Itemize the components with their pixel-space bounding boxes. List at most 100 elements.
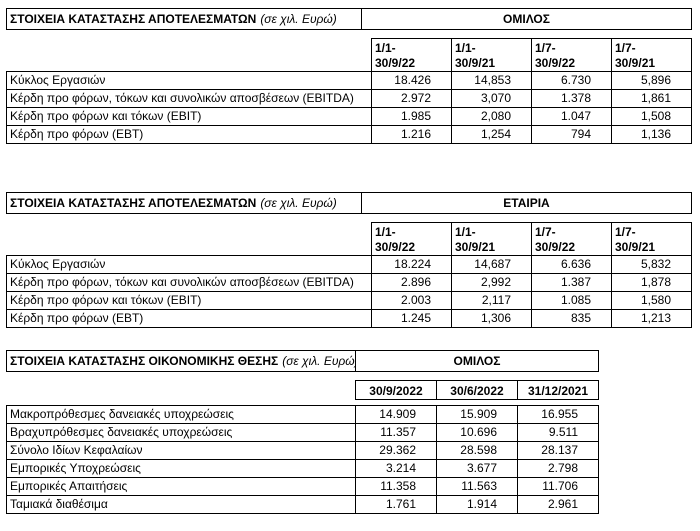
column-header: 30/6/2022: [436, 380, 518, 400]
cell-value: 6.636: [531, 255, 612, 274]
column-header: 1/7- 30/9/21: [611, 222, 692, 256]
row-label: Σύνολο Ιδίων Κεφαλαίων: [6, 441, 356, 460]
cell-value: 1,580: [611, 291, 692, 310]
table-row: Κέρδη προ φόρων και τόκων (EBIT) 2.003 2…: [6, 291, 700, 310]
row-label: Ταμιακά διαθέσιμα: [6, 495, 356, 514]
column-header: 1/7- 30/9/22: [531, 38, 612, 72]
cell-value: 10.696: [436, 423, 518, 442]
cell-value: 1.387: [531, 273, 612, 292]
cell-value: 835: [531, 309, 612, 328]
row-label: Μακροπρόθεσμες δανειακές υποχρεώσεις: [6, 405, 356, 424]
table-row: Κύκλος Εργασιών 18.224 14,687 6.636 5,83…: [6, 255, 700, 274]
cell-value: 9.511: [517, 423, 599, 442]
cell-value: 11.357: [355, 423, 437, 442]
row-label: Κέρδη προ φόρων, τόκων και συνολικών απο…: [6, 89, 372, 108]
cell-value: 14.909: [355, 405, 437, 424]
cell-value: 1,878: [611, 273, 692, 292]
cell-value: 18.426: [371, 71, 452, 90]
table-row: Εμπορικές Απαιτήσεις 11.358 11.563 11.70…: [6, 477, 700, 496]
cell-value: 16.955: [517, 405, 599, 424]
table-title-unit: (σε χιλ. Ευρώ): [260, 12, 337, 26]
scope-label: ΟΜΙΛΟΣ: [361, 8, 692, 30]
cell-value: 1.216: [371, 125, 452, 144]
scope-label: ΟΜΙΛΟΣ: [355, 350, 599, 372]
table-row: Μακροπρόθεσμες δανειακές υποχρεώσεις 14.…: [6, 405, 700, 424]
cell-value: 2.972: [371, 89, 452, 108]
table-row: Βραχυπρόθεσμες δανειακές υποχρεώσεις 11.…: [6, 423, 700, 442]
column-header: 1/1- 30/9/21: [451, 222, 532, 256]
cell-value: 3.677: [436, 459, 518, 478]
row-label: Εμπορικές Απαιτήσεις: [6, 477, 356, 496]
cell-value: 2.003: [371, 291, 452, 310]
cell-value: 1,861: [611, 89, 692, 108]
cell-value: 1.761: [355, 495, 437, 514]
row-label: Κύκλος Εργασιών: [6, 71, 372, 90]
cell-value: 28.598: [436, 441, 518, 460]
table-row: Κέρδη προ φόρων και τόκων (EBIT) 1.985 2…: [6, 107, 700, 126]
cell-value: 5,896: [611, 71, 692, 90]
cell-value: 1,254: [451, 125, 532, 144]
cell-value: 29.362: [355, 441, 437, 460]
cell-value: 1.985: [371, 107, 452, 126]
cell-value: 2,080: [451, 107, 532, 126]
cell-value: 1.378: [531, 89, 612, 108]
cell-value: 11.706: [517, 477, 599, 496]
table-title-text: ΣΤΟΙΧΕΙΑ ΚΑΤΑΣΤΑΣΗΣ ΑΠΟΤΕΛΕΣΜΑΤΩΝ: [10, 196, 257, 210]
cell-value: 3.214: [355, 459, 437, 478]
cell-value: 2,117: [451, 291, 532, 310]
cell-value: 2,992: [451, 273, 532, 292]
cell-value: 5,832: [611, 255, 692, 274]
row-label: Κέρδη προ φόρων και τόκων (EBIT): [6, 107, 372, 126]
table-title: ΣΤΟΙΧΕΙΑ ΚΑΤΑΣΤΑΣΗΣ ΑΠΟΤΕΛΕΣΜΑΤΩΝ (σε χι…: [6, 8, 362, 30]
table-title-band: ΣΤΟΙΧΕΙΑ ΚΑΤΑΣΤΑΣΗΣ ΑΠΟΤΕΛΕΣΜΑΤΩΝ (σε χι…: [6, 8, 700, 30]
cell-value: 1.245: [371, 309, 452, 328]
cell-value: 1.047: [531, 107, 612, 126]
cell-value: 1.914: [436, 495, 518, 514]
cell-value: 794: [531, 125, 612, 144]
table-row: Κέρδη προ φόρων, τόκων και συνολικών απο…: [6, 273, 700, 292]
cell-value: 1,213: [611, 309, 692, 328]
column-header: 1/1- 30/9/22: [371, 222, 452, 256]
cell-value: 3,070: [451, 89, 532, 108]
cell-value: 2.896: [371, 273, 452, 292]
column-header: 31/12/2021: [517, 380, 599, 400]
column-header-row: 30/9/2022 30/6/2022 31/12/2021: [6, 380, 700, 400]
header-spacer: [6, 222, 372, 256]
column-header-row: 1/1- 30/9/22 1/1- 30/9/21 1/7- 30/9/22 1…: [6, 222, 700, 256]
column-header: 1/1- 30/9/22: [371, 38, 452, 72]
column-header: 30/9/2022: [355, 380, 437, 400]
table-row: Ταμιακά διαθέσιμα 1.761 1.914 2.961: [6, 495, 700, 514]
header-spacer: [6, 380, 356, 400]
column-header: 1/7- 30/9/21: [611, 38, 692, 72]
cell-value: 2.798: [517, 459, 599, 478]
column-header-row: 1/1- 30/9/22 1/1- 30/9/21 1/7- 30/9/22 1…: [6, 38, 700, 72]
cell-value: 1,508: [611, 107, 692, 126]
cell-value: 14,853: [451, 71, 532, 90]
cell-value: 15.909: [436, 405, 518, 424]
row-label: Κέρδη προ φόρων και τόκων (EBIT): [6, 291, 372, 310]
document-page: ΣΤΟΙΧΕΙΑ ΚΑΤΑΣΤΑΣΗΣ ΑΠΟΤΕΛΕΣΜΑΤΩΝ (σε χι…: [6, 8, 700, 514]
row-label: Βραχυπρόθεσμες δανειακές υποχρεώσεις: [6, 423, 356, 442]
table-title-text: ΣΤΟΙΧΕΙΑ ΚΑΤΑΣΤΑΣΗΣ ΟΙΚΟΝΟΜΙΚΗΣ ΘΕΣΗΣ: [10, 354, 279, 368]
cell-value: 1.085: [531, 291, 612, 310]
table-title: ΣΤΟΙΧΕΙΑ ΚΑΤΑΣΤΑΣΗΣ ΑΠΟΤΕΛΕΣΜΑΤΩΝ (σε χι…: [6, 192, 362, 214]
table-title-text: ΣΤΟΙΧΕΙΑ ΚΑΤΑΣΤΑΣΗΣ ΑΠΟΤΕΛΕΣΜΑΤΩΝ: [10, 12, 257, 26]
row-label: Κέρδη προ φόρων, τόκων και συνολικών απο…: [6, 273, 372, 292]
row-label: Κέρδη προ φόρων (EBT): [6, 309, 372, 328]
table-title-unit: (σε χιλ. Ευρώ): [282, 354, 356, 368]
table-row: Κέρδη προ φόρων, τόκων και συνολικών απο…: [6, 89, 700, 108]
table-row: Κέρδη προ φόρων (EBT) 1.216 1,254 794 1,…: [6, 125, 700, 144]
cell-value: 11.358: [355, 477, 437, 496]
cell-value: 28.137: [517, 441, 599, 460]
table-row: Κύκλος Εργασιών 18.426 14,853 6.730 5,89…: [6, 71, 700, 90]
cell-value: 2.961: [517, 495, 599, 514]
table-row: Κέρδη προ φόρων (EBT) 1.245 1,306 835 1,…: [6, 309, 700, 328]
row-label: Εμπορικές Υποχρεώσεις: [6, 459, 356, 478]
table-title: ΣΤΟΙΧΕΙΑ ΚΑΤΑΣΤΑΣΗΣ ΟΙΚΟΝΟΜΙΚΗΣ ΘΕΣΗΣ (σ…: [6, 350, 356, 372]
table-title-band: ΣΤΟΙΧΕΙΑ ΚΑΤΑΣΤΑΣΗΣ ΟΙΚΟΝΟΜΙΚΗΣ ΘΕΣΗΣ (σ…: [6, 350, 700, 372]
table-row: Εμπορικές Υποχρεώσεις 3.214 3.677 2.798: [6, 459, 700, 478]
table-title-band: ΣΤΟΙΧΕΙΑ ΚΑΤΑΣΤΑΣΗΣ ΑΠΟΤΕΛΕΣΜΑΤΩΝ (σε χι…: [6, 192, 700, 214]
cell-value: 18.224: [371, 255, 452, 274]
row-label: Κύκλος Εργασιών: [6, 255, 372, 274]
income-statement-group-table: ΣΤΟΙΧΕΙΑ ΚΑΤΑΣΤΑΣΗΣ ΑΠΟΤΕΛΕΣΜΑΤΩΝ (σε χι…: [6, 8, 700, 144]
